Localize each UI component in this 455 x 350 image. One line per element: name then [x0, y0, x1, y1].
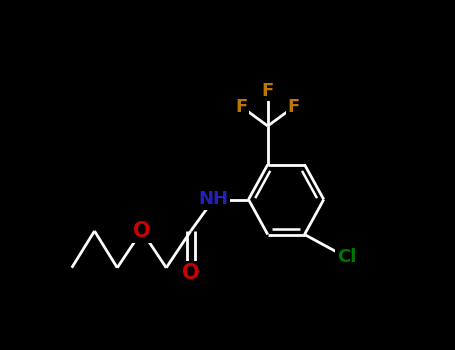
Text: NH: NH — [198, 190, 228, 209]
Text: F: F — [288, 98, 300, 116]
Text: O: O — [182, 263, 200, 283]
Text: Cl: Cl — [337, 248, 356, 266]
Text: O: O — [133, 221, 151, 241]
Text: F: F — [262, 82, 274, 100]
Text: F: F — [235, 98, 248, 116]
